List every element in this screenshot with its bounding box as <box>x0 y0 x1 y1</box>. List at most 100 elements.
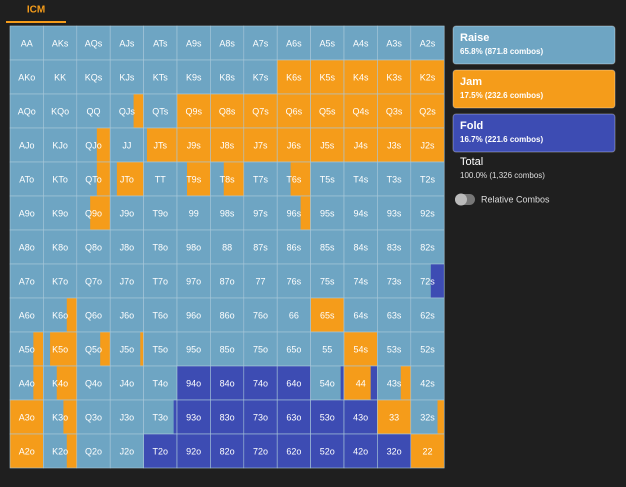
raise-share <box>76 434 111 468</box>
hand-label: 85s <box>320 242 335 252</box>
hand-label: J7s <box>253 140 268 150</box>
raise-share <box>410 196 445 230</box>
hand-label: 63s <box>387 310 402 320</box>
raise-share <box>243 162 278 196</box>
raise-share <box>76 332 101 366</box>
jam-share <box>33 332 44 366</box>
hand-label: T7o <box>153 276 169 286</box>
raise-share <box>110 162 117 196</box>
jam-share <box>344 332 378 366</box>
raise-share <box>76 366 111 400</box>
hand-label: Q2o <box>85 446 102 456</box>
hand-label: K2s <box>420 72 436 82</box>
raise-share <box>43 230 77 264</box>
hand-label: 92s <box>420 208 435 218</box>
raise-share <box>243 230 278 264</box>
raise-share <box>377 162 411 196</box>
jam-share <box>33 366 44 400</box>
hand-label: K2o <box>52 446 68 456</box>
hand-label: JTo <box>120 174 134 184</box>
hand-label: KJo <box>52 140 68 150</box>
action-card[interactable] <box>452 69 616 109</box>
hand-label: A3o <box>19 412 35 422</box>
raise-share <box>410 298 445 332</box>
jam-share <box>50 332 77 366</box>
fold-share <box>277 400 311 434</box>
hand-label: J5s <box>320 140 335 150</box>
jam-share <box>377 128 411 162</box>
hand-label: 32s <box>420 412 435 422</box>
jam-share <box>210 128 244 162</box>
tab-icm[interactable]: ICM <box>27 5 45 16</box>
raise-share <box>277 230 311 264</box>
hand-label: A6o <box>19 310 35 320</box>
raise-share <box>110 264 144 298</box>
action-name: Raise <box>460 32 489 44</box>
raise-share <box>210 230 244 264</box>
hand-label: 95s <box>320 208 335 218</box>
raise-share <box>277 196 301 230</box>
hand-label: 98o <box>186 242 201 252</box>
raise-share <box>210 26 244 60</box>
jam-share <box>10 434 44 468</box>
jam-share <box>377 60 411 94</box>
hand-label: 87s <box>253 242 268 252</box>
jam-share <box>96 162 111 196</box>
fold-share <box>177 434 211 468</box>
total-title: Total <box>460 156 483 168</box>
hand-label: J6s <box>287 140 302 150</box>
jam-share <box>96 128 111 162</box>
action-card[interactable] <box>452 113 616 153</box>
raise-share <box>177 162 188 196</box>
hand-label: T6o <box>153 310 169 320</box>
hand-label: 87o <box>220 276 235 286</box>
jam-share <box>133 94 144 128</box>
jam-share <box>310 128 344 162</box>
toggle-knob[interactable] <box>455 193 467 206</box>
raise-share <box>410 366 445 400</box>
fold-share <box>173 400 177 434</box>
hand-label: J3s <box>387 140 402 150</box>
hand-label: A6s <box>286 38 302 48</box>
hand-label: AJs <box>119 38 135 48</box>
hand-label: 22 <box>422 446 432 456</box>
jam-share <box>66 434 77 468</box>
raise-share <box>10 128 44 162</box>
hand-label: KTo <box>52 174 68 184</box>
hand-label: Q9s <box>185 106 202 116</box>
raise-share <box>377 332 411 366</box>
raise-share <box>110 60 144 94</box>
raise-share <box>43 26 77 60</box>
hand-label: QJs <box>119 106 136 116</box>
raise-share <box>143 128 147 162</box>
jam-share <box>400 366 411 400</box>
hand-label: QQ <box>86 106 100 116</box>
action-card[interactable] <box>452 25 616 65</box>
raise-share <box>110 196 144 230</box>
fold-share <box>370 366 378 400</box>
jam-share <box>310 298 344 332</box>
hand-label: AQs <box>85 38 103 48</box>
hand-label: 62s <box>420 310 435 320</box>
hand-label: 55 <box>322 344 332 354</box>
hand-label: 54o <box>320 378 335 388</box>
fold-share <box>344 434 378 468</box>
action-detail: 17.5% (232.6 combos) <box>460 91 543 100</box>
raise-share <box>43 60 77 94</box>
hand-label: 86o <box>220 310 235 320</box>
jam-share <box>310 94 344 128</box>
hand-label: AQo <box>18 106 36 116</box>
hand-label: A5s <box>320 38 336 48</box>
hand-label: A8o <box>19 242 35 252</box>
jam-share <box>243 128 278 162</box>
hand-label: Q3o <box>85 412 102 422</box>
raise-share <box>10 94 44 128</box>
action-detail: 16.7% (221.6 combos) <box>460 135 543 144</box>
raise-share <box>110 94 134 128</box>
jam-share <box>344 60 378 94</box>
cell-border[interactable] <box>410 433 445 469</box>
hand-label: T5s <box>320 174 336 184</box>
raise-share <box>10 60 44 94</box>
raise-share <box>110 434 144 468</box>
